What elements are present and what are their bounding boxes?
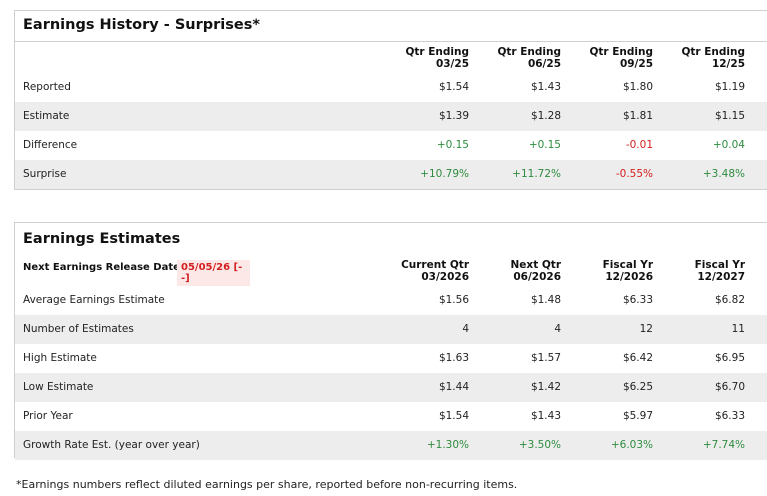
column-header: Qtr Ending 12/25 bbox=[681, 46, 745, 70]
table-row: Low Estimate $1.44 $1.42 $6.25 $6.70 bbox=[15, 373, 767, 402]
column-header: Qtr Ending 09/25 bbox=[589, 46, 653, 70]
next-release-label: Next Earnings Release Date - bbox=[23, 262, 188, 273]
table-row: Prior Year $1.54 $1.43 $5.97 $6.33 bbox=[23, 410, 745, 422]
table-row: High Estimate $1.63 $1.57 $6.42 $6.95 bbox=[23, 352, 745, 364]
column-header: Qtr Ending 03/25 bbox=[405, 46, 469, 70]
earnings-estimates-title: Earnings Estimates bbox=[23, 231, 181, 247]
earnings-history-panel: Earnings History - Surprises* Qtr Ending… bbox=[14, 10, 767, 190]
earnings-estimates-panel: Earnings Estimates Next Earnings Release… bbox=[14, 222, 767, 460]
table-row: Growth Rate Est. (year over year) +1.30%… bbox=[15, 431, 767, 460]
table-row: Difference +0.15 +0.15 -0.01 +0.04 bbox=[23, 139, 745, 151]
table-row: Surprise +10.79% +11.72% -0.55% +3.48% bbox=[15, 160, 767, 189]
column-header: Qtr Ending 06/25 bbox=[497, 46, 561, 70]
next-release-date-badge[interactable]: 05/05/26 [--] bbox=[177, 260, 250, 286]
footnote: *Earnings numbers reflect diluted earnin… bbox=[16, 478, 518, 491]
column-header: Current Qtr 03/2026 bbox=[401, 259, 469, 283]
divider bbox=[15, 41, 767, 42]
table-row: Average Earnings Estimate $1.56 $1.48 $6… bbox=[23, 294, 745, 306]
earnings-history-title: Earnings History - Surprises* bbox=[23, 17, 260, 33]
column-header: Fiscal Yr 12/2027 bbox=[694, 259, 745, 283]
column-header: Next Qtr 06/2026 bbox=[510, 259, 561, 283]
table-row: Number of Estimates 4 4 12 11 bbox=[15, 315, 767, 344]
table-row: Reported $1.54 $1.43 $1.80 $1.19 bbox=[23, 81, 745, 93]
column-header: Fiscal Yr 12/2026 bbox=[602, 259, 653, 283]
table-row: Estimate $1.39 $1.28 $1.81 $1.15 bbox=[15, 102, 767, 131]
next-release-date: Next Earnings Release Date - 05/05/26 [-… bbox=[15, 258, 250, 286]
